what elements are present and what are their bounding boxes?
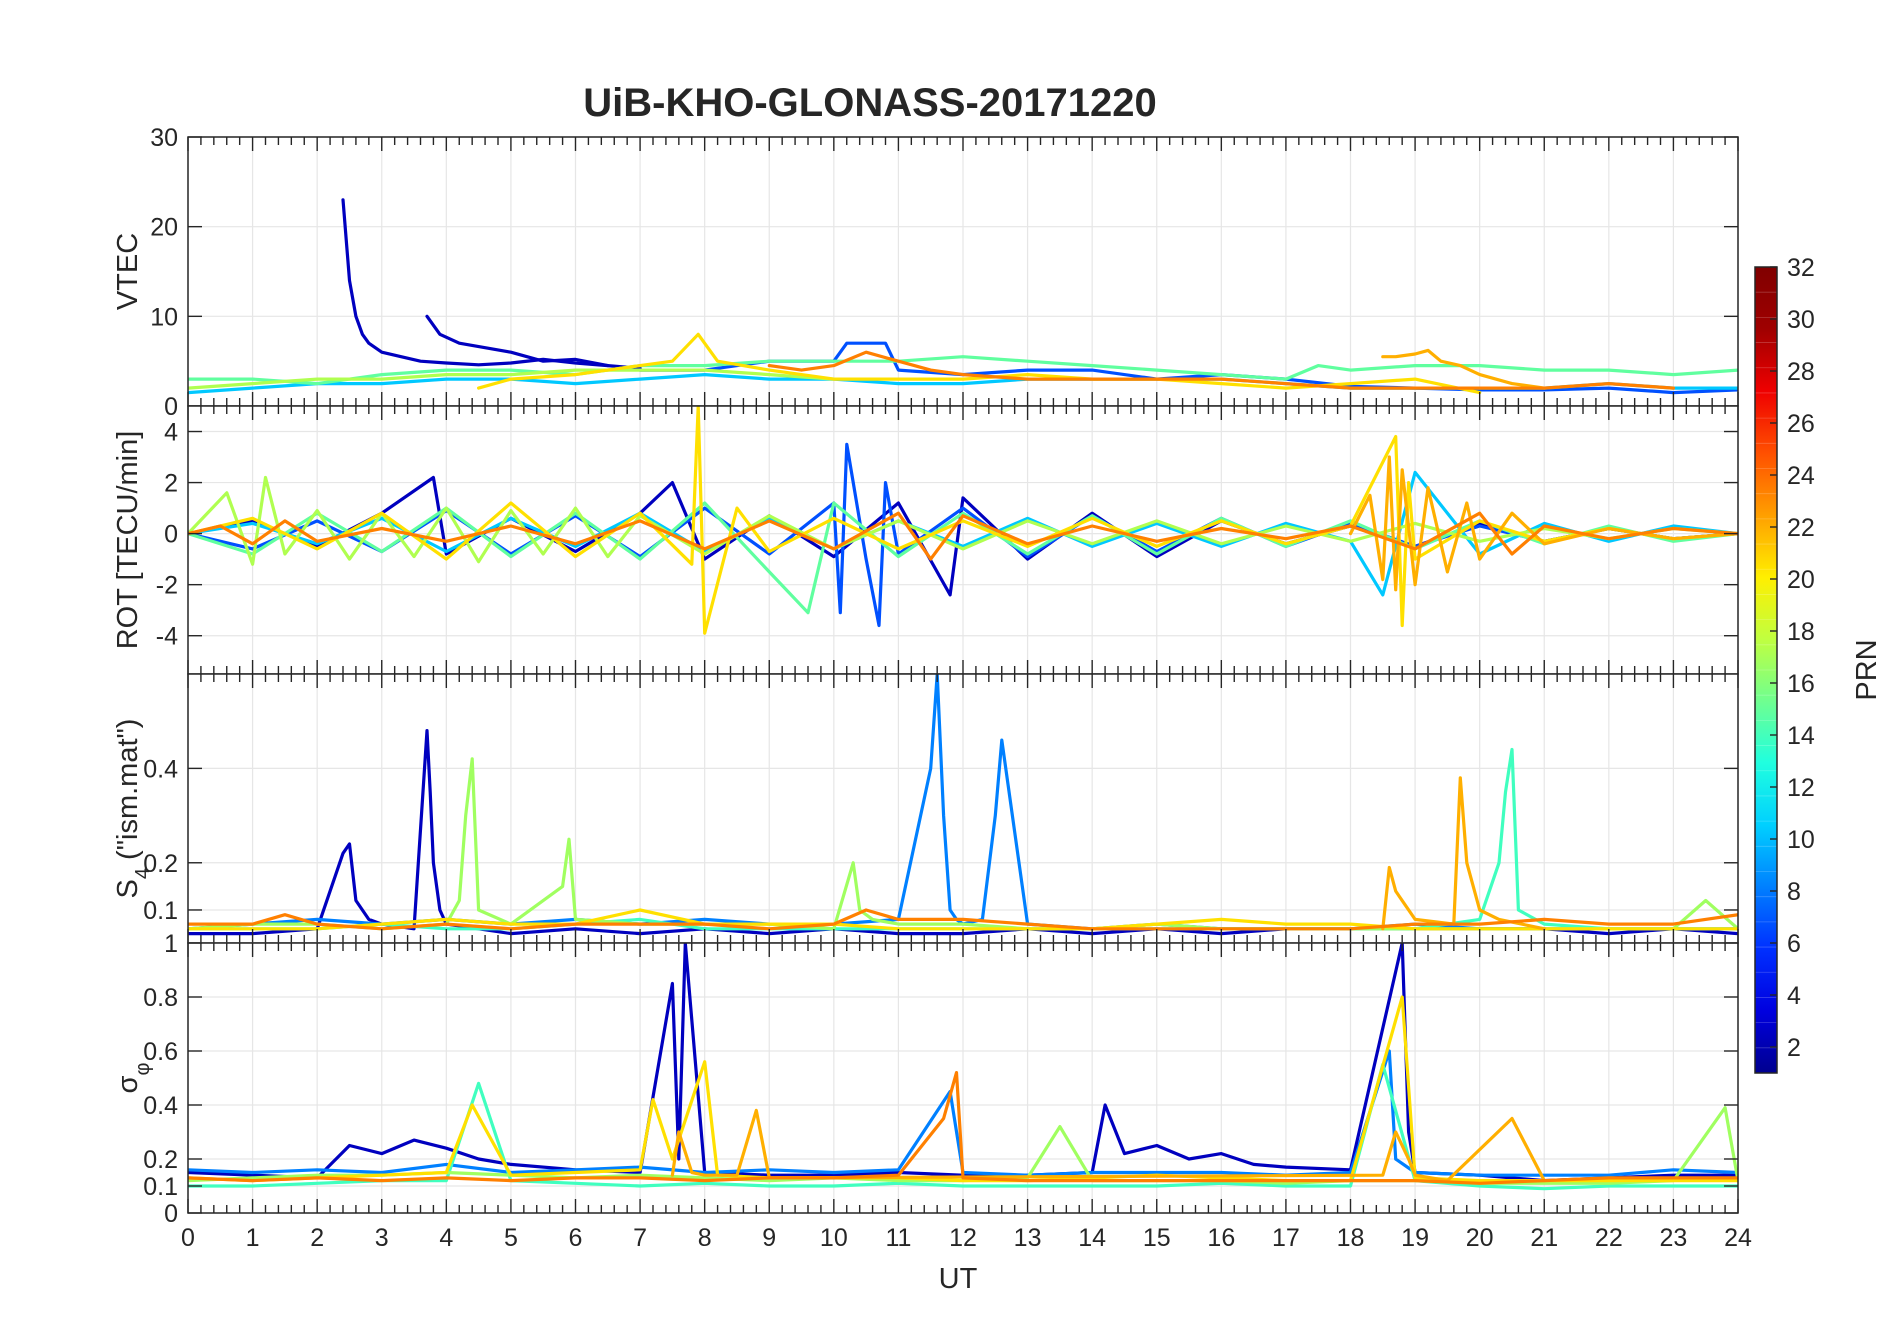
colorbar-tick-label: 12 bbox=[1787, 774, 1815, 802]
x-tick-label: 8 bbox=[698, 1224, 712, 1252]
y-tick-label: 0.1 bbox=[143, 1173, 178, 1201]
x-tick-label: 17 bbox=[1272, 1224, 1300, 1252]
y-tick-label: 2 bbox=[164, 470, 178, 498]
colorbar-tick-label: 8 bbox=[1787, 878, 1801, 906]
series-line-prn-7 bbox=[638, 341, 1738, 395]
x-tick-label: 6 bbox=[569, 1224, 583, 1252]
colorbar-tick-label: 10 bbox=[1787, 826, 1815, 854]
y-tick-label: 20 bbox=[150, 214, 178, 242]
y-tick-label: 0 bbox=[164, 393, 178, 421]
x-tick-label: 20 bbox=[1466, 1224, 1494, 1252]
colorbar-tick-label: 14 bbox=[1787, 722, 1815, 750]
x-tick-label: 24 bbox=[1724, 1224, 1752, 1252]
series-line-prn-20 bbox=[477, 332, 1482, 395]
series-group bbox=[188, 943, 1738, 1191]
x-tick-label: 21 bbox=[1530, 1224, 1558, 1252]
x-tick-label: 15 bbox=[1143, 1224, 1171, 1252]
series-line-prn-3 bbox=[341, 198, 642, 370]
series-line-prn-23 bbox=[188, 1070, 1738, 1185]
y-axis-label: S4 ("ism.mat") bbox=[112, 719, 154, 899]
y-tick-label: 4 bbox=[164, 419, 178, 447]
colorbar-tick-label: 32 bbox=[1787, 254, 1815, 282]
panel-vtec: 0 10 20 30 VTEC bbox=[112, 124, 1739, 421]
series-line-prn-23 bbox=[188, 908, 1738, 931]
y-tick-label: 0 bbox=[164, 521, 178, 549]
colorbar-tick-label: 30 bbox=[1787, 306, 1815, 334]
y-tick-label: 10 bbox=[150, 303, 178, 331]
series-line-prn-20 bbox=[188, 406, 1738, 635]
y-label-subscript: φ bbox=[132, 1063, 154, 1076]
x-tick-label: 23 bbox=[1660, 1224, 1688, 1252]
series-line-prn-22 bbox=[670, 1108, 1546, 1183]
colorbar-fill bbox=[1755, 267, 1777, 1073]
series-line-prn-3 bbox=[425, 314, 610, 368]
series-line-prn-23 bbox=[188, 511, 1738, 561]
y-axis-label: VTEC bbox=[112, 233, 144, 310]
series-group bbox=[188, 406, 1738, 635]
colorbar-tick-label: 6 bbox=[1787, 930, 1801, 958]
x-tick-label: 5 bbox=[504, 1224, 518, 1252]
series-line-prn-15 bbox=[188, 355, 1738, 386]
series-line-prn-23 bbox=[767, 350, 1676, 390]
y-tick-label: 0.1 bbox=[143, 897, 178, 925]
x-tick-label: 9 bbox=[762, 1224, 776, 1252]
y-tick-label: -2 bbox=[156, 572, 178, 600]
colorbar-tick-label: 20 bbox=[1787, 566, 1815, 594]
colorbar-label: PRN bbox=[1851, 639, 1883, 700]
y-tick-label: 0.4 bbox=[143, 1092, 178, 1120]
x-tick-label: 13 bbox=[1014, 1224, 1042, 1252]
y-label-suffix: ("ism.mat") bbox=[112, 719, 144, 868]
y-tick-label: 30 bbox=[150, 124, 178, 152]
x-axis-label: UT bbox=[939, 1263, 978, 1295]
x-tick-label: 16 bbox=[1207, 1224, 1235, 1252]
x-tick-label: 4 bbox=[439, 1224, 453, 1252]
colorbar-tick-label: 18 bbox=[1787, 618, 1815, 646]
x-tick-label: 3 bbox=[375, 1224, 389, 1252]
y-tick-label: 0.2 bbox=[143, 850, 178, 878]
x-tick-label: 18 bbox=[1337, 1224, 1365, 1252]
colorbar-border bbox=[1754, 266, 1778, 1074]
y-tick-label: 0 bbox=[164, 1200, 178, 1228]
x-tick-label: 2 bbox=[310, 1224, 324, 1252]
x-tick-label: 14 bbox=[1078, 1224, 1106, 1252]
series-line-prn-20 bbox=[188, 908, 1738, 931]
series-line-prn-22 bbox=[1381, 776, 1546, 931]
panel-s4: 0.1 0.2 0.4S4 ("ism.mat") bbox=[112, 673, 1739, 944]
colorbar-tick-label: 26 bbox=[1787, 410, 1815, 438]
panel-rot: -4 -2 0 2 4 ROT [TECU/min] bbox=[112, 405, 1739, 675]
x-tick-label: 22 bbox=[1595, 1224, 1623, 1252]
y-label-subscript: 4 bbox=[132, 868, 154, 879]
colorbar-tick-label: 24 bbox=[1787, 462, 1815, 490]
colorbar-tick-label: 16 bbox=[1787, 670, 1815, 698]
x-tick-label: 7 bbox=[633, 1224, 647, 1252]
y-tick-label: -4 bbox=[156, 623, 178, 651]
colorbar-tick-label: 2 bbox=[1787, 1034, 1801, 1062]
x-tick-label: 1 bbox=[246, 1224, 260, 1252]
x-tick-label: 12 bbox=[949, 1224, 977, 1252]
y-tick-label: 0.6 bbox=[143, 1038, 178, 1066]
y-tick-label: 1 bbox=[164, 930, 178, 958]
series-line-prn-8 bbox=[188, 1049, 1738, 1177]
y-tick-label: 0.4 bbox=[143, 755, 178, 783]
x-tick-label: 10 bbox=[820, 1224, 848, 1252]
colorbar-tick-label: 28 bbox=[1787, 358, 1815, 386]
series-group bbox=[188, 198, 1738, 395]
colorbar-tick-label: 4 bbox=[1787, 982, 1801, 1010]
x-tick-label: 0 bbox=[181, 1224, 195, 1252]
series-line-prn-22 bbox=[1348, 455, 1738, 592]
series-line-prn-18 bbox=[188, 368, 836, 390]
x-tick-label: 11 bbox=[885, 1224, 911, 1252]
series-line-prn-22 bbox=[1381, 348, 1546, 390]
chart-title: UiB-KHO-GLONASS-20171220 bbox=[583, 81, 1157, 125]
y-axis-label: ROT [TECU/min] bbox=[112, 431, 144, 650]
colorbar-tick-label: 22 bbox=[1787, 514, 1815, 542]
y-axis-label: σφ bbox=[112, 1063, 154, 1094]
x-tick-label: 19 bbox=[1401, 1224, 1429, 1252]
y-tick-label: 0.8 bbox=[143, 984, 178, 1012]
y-tick-label: 0.2 bbox=[143, 1146, 178, 1174]
